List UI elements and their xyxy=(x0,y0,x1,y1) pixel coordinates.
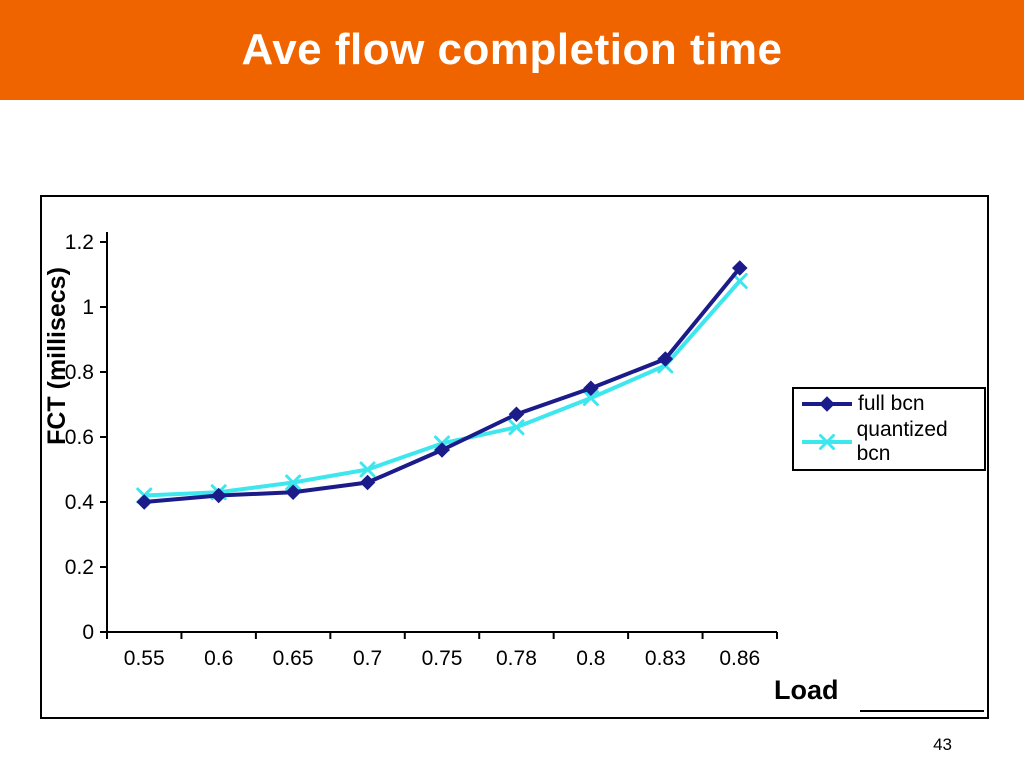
svg-text:1.2: 1.2 xyxy=(65,231,94,254)
tick-labels: 0 0.2 0.4 0.6 0.8 1 1.2 0.55 0.6 0.65 0.7 0.75 0.78 0… xyxy=(65,231,760,670)
series-markers-full-bcn xyxy=(136,260,748,510)
chart-legend: full bcn quantized bcn xyxy=(792,387,986,471)
chart-area: 0 0.2 0.4 0.6 0.8 1 1.2 0.55 0.6 0.65 0.7 0.75 0.78 0… xyxy=(40,195,989,719)
svg-text:0.83: 0.83 xyxy=(645,647,686,670)
legend-marker-quantized-bcn xyxy=(802,434,852,451)
svg-text:0.6: 0.6 xyxy=(204,647,233,670)
svg-text:0.78: 0.78 xyxy=(496,647,537,670)
svg-text:0.7: 0.7 xyxy=(353,647,382,670)
series-line-full-bcn xyxy=(142,266,742,504)
svg-text:0.2: 0.2 xyxy=(65,556,94,579)
page-number: 43 xyxy=(933,735,952,754)
x-axis-title: Load xyxy=(774,675,839,705)
svg-text:0.4: 0.4 xyxy=(65,491,95,514)
svg-text:0: 0 xyxy=(82,621,94,644)
y-axis-title: FCT (millisecs) xyxy=(43,267,71,445)
axes xyxy=(100,232,778,639)
svg-text:1: 1 xyxy=(82,296,94,319)
legend-marker-full-bcn xyxy=(802,395,852,412)
legend-item-quantized-bcn: quantized bcn xyxy=(800,418,984,466)
series-markers-quantized-bcn xyxy=(136,273,748,504)
title-bar: Ave flow completion time xyxy=(0,0,1024,100)
svg-text:0.8: 0.8 xyxy=(65,361,94,384)
svg-text:0.6: 0.6 xyxy=(65,426,94,449)
series-line-quantized-bcn xyxy=(142,279,742,498)
legend-label-quantized-bcn: quantized bcn xyxy=(856,418,948,466)
slide-title: Ave flow completion time xyxy=(241,25,783,74)
svg-text:0.75: 0.75 xyxy=(422,647,463,670)
svg-text:0.86: 0.86 xyxy=(719,647,760,670)
legend-item-full-bcn: full bcn xyxy=(800,392,984,416)
line-chart: 0 0.2 0.4 0.6 0.8 1 1.2 0.55 0.6 0.65 0.7 0.75 0.78 0… xyxy=(65,231,778,670)
legend-label-full-bcn: full bcn xyxy=(858,391,925,415)
svg-text:0.8: 0.8 xyxy=(576,647,605,670)
svg-text:0.65: 0.65 xyxy=(273,647,314,670)
svg-text:0.55: 0.55 xyxy=(124,647,165,670)
axis-extension-line xyxy=(860,710,984,712)
